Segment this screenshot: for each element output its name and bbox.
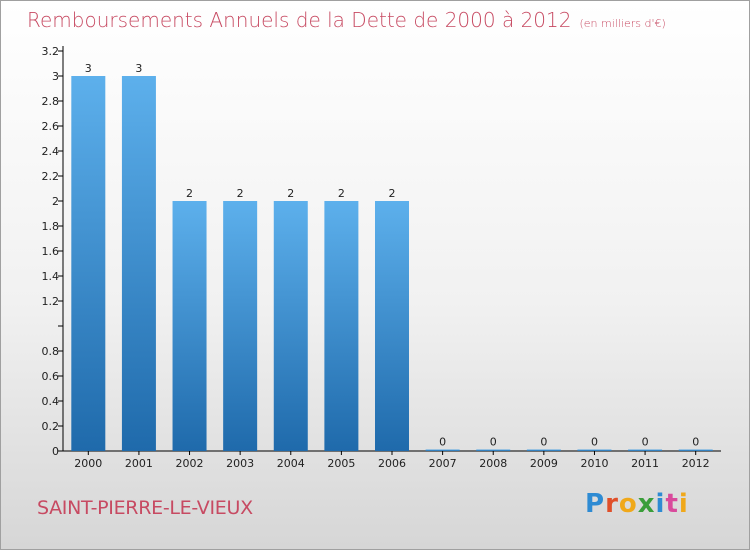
logo-letter: i — [655, 489, 666, 519]
bar — [577, 449, 612, 451]
proxiti-logo: Proxiti — [585, 489, 689, 519]
x-tick-label: 2012 — [682, 457, 710, 470]
logo-letter: P — [585, 489, 606, 519]
x-tick-label: 2007 — [429, 457, 457, 470]
logo-letter: i — [678, 489, 689, 519]
y-tick-label: 1.4 — [42, 270, 60, 283]
y-tick-label: 2.8 — [42, 95, 60, 108]
y-tick-label: 1.8 — [42, 220, 60, 233]
chart-subtitle: (en milliers d'€) — [579, 17, 666, 30]
x-tick-label: 2006 — [378, 457, 406, 470]
bar — [425, 449, 460, 451]
y-tick-label: 2.6 — [42, 120, 60, 133]
data-label: 2 — [338, 187, 345, 200]
bar — [172, 201, 207, 451]
y-tick-label: 3 — [52, 70, 59, 83]
data-label: 0 — [642, 436, 649, 449]
x-tick-label: 2004 — [277, 457, 305, 470]
y-tick-label: 0.8 — [42, 345, 60, 358]
logo-letter: x — [637, 489, 656, 519]
y-tick-label: 0.4 — [42, 395, 60, 408]
bar — [324, 201, 359, 451]
x-tick-label: 2005 — [327, 457, 355, 470]
data-label: 2 — [186, 187, 193, 200]
y-tick-label: 1.2 — [42, 295, 60, 308]
logo-letter: o — [618, 489, 638, 519]
x-tick-label: 2010 — [580, 457, 608, 470]
data-label: 0 — [540, 436, 547, 449]
chart-title: Remboursements Annuels de la Dette de 20… — [27, 8, 666, 32]
chart-title-text: Remboursements Annuels de la Dette de 20… — [27, 8, 572, 32]
y-tick-label: 0.6 — [42, 370, 60, 383]
data-label: 2 — [389, 187, 396, 200]
y-tick-label: 1.6 — [42, 245, 60, 258]
bar — [375, 201, 409, 451]
data-label: 0 — [439, 436, 446, 449]
bar — [121, 76, 156, 451]
bar — [273, 201, 308, 451]
data-label: 0 — [591, 436, 598, 449]
data-label: 2 — [287, 187, 294, 200]
data-label: 0 — [692, 436, 699, 449]
data-label: 0 — [490, 436, 497, 449]
y-tick-label: 3.2 — [42, 45, 60, 58]
data-label: 3 — [85, 62, 92, 75]
y-tick-label: 0 — [52, 445, 59, 458]
x-tick-label: 2000 — [74, 457, 102, 470]
data-label: 2 — [237, 187, 244, 200]
bar — [628, 449, 663, 451]
y-tick-label: 2.2 — [42, 170, 60, 183]
x-tick-label: 2008 — [479, 457, 507, 470]
bar — [678, 449, 713, 451]
bar — [223, 201, 258, 451]
y-tick-label: 0.2 — [42, 420, 60, 433]
x-tick-label: 2003 — [226, 457, 254, 470]
x-tick-label: 2002 — [176, 457, 204, 470]
logo-letter: r — [605, 489, 619, 519]
bar — [476, 449, 511, 451]
y-tick-label: 2 — [52, 195, 59, 208]
data-label: 3 — [135, 62, 142, 75]
bar — [71, 76, 106, 451]
x-tick-label: 2001 — [125, 457, 153, 470]
x-tick-label: 2009 — [530, 457, 558, 470]
logo-letter: t — [665, 489, 679, 519]
x-tick-label: 2011 — [631, 457, 659, 470]
commune-name: SAINT-PIERRE-LE-VIEUX — [37, 497, 253, 519]
y-tick-label: 2.4 — [42, 145, 60, 158]
bar — [526, 449, 561, 451]
